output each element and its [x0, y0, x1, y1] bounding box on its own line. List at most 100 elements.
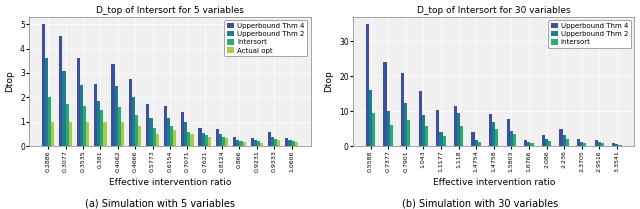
Bar — [260, 143, 263, 146]
Bar — [65, 103, 68, 146]
Legend: Upperbound Thm 4, Upperbound Thm 2, Intersort: Upperbound Thm 4, Upperbound Thm 2, Inte… — [548, 20, 631, 48]
Bar — [541, 135, 545, 146]
Bar — [531, 144, 534, 146]
Bar — [460, 126, 463, 146]
Bar — [250, 138, 253, 146]
Bar — [86, 122, 89, 146]
Bar — [271, 137, 274, 146]
Bar — [208, 137, 211, 146]
Bar — [138, 126, 141, 146]
Bar — [580, 142, 583, 146]
Bar — [156, 134, 159, 146]
Bar — [563, 135, 566, 146]
Legend: Upperbound Thm 4, Upperbound Thm 2, Intersort, Actual opt: Upperbound Thm 4, Upperbound Thm 2, Inte… — [225, 20, 307, 56]
Bar — [615, 144, 618, 146]
Bar — [369, 90, 372, 146]
Text: (b) Simulation with 30 variables: (b) Simulation with 30 variables — [402, 199, 558, 209]
Bar — [225, 139, 228, 146]
Bar — [51, 122, 54, 146]
Bar — [222, 136, 225, 146]
Bar — [274, 139, 277, 146]
Bar — [68, 122, 72, 146]
Bar — [292, 141, 294, 146]
Bar — [425, 126, 428, 146]
Bar — [216, 129, 219, 146]
Y-axis label: Dtop: Dtop — [6, 71, 15, 92]
Bar — [45, 58, 48, 146]
Bar — [595, 140, 598, 146]
Bar — [436, 110, 439, 146]
Bar — [239, 141, 243, 146]
Bar — [233, 137, 236, 146]
Bar — [121, 122, 124, 146]
Bar — [132, 97, 135, 146]
Bar — [390, 125, 393, 146]
X-axis label: Effective intervention ratio: Effective intervention ratio — [433, 178, 555, 187]
Bar — [489, 114, 492, 146]
Bar — [115, 86, 118, 146]
Bar — [205, 135, 208, 146]
Text: (a) Simulation with 5 variables: (a) Simulation with 5 variables — [85, 199, 235, 209]
Bar — [100, 110, 104, 146]
Bar — [509, 131, 513, 146]
Bar — [566, 139, 569, 146]
Bar — [422, 115, 425, 146]
Bar — [173, 130, 176, 146]
Bar — [457, 113, 460, 146]
Bar — [170, 126, 173, 146]
Bar — [80, 85, 83, 146]
Bar — [366, 24, 369, 146]
Bar — [190, 134, 193, 146]
Bar — [477, 142, 481, 146]
Bar — [219, 134, 222, 146]
Bar — [181, 112, 184, 146]
Bar — [527, 142, 531, 146]
Bar — [472, 132, 474, 146]
Bar — [618, 145, 621, 146]
Bar — [60, 36, 63, 146]
Bar — [48, 97, 51, 146]
Bar — [188, 132, 190, 146]
Bar — [104, 122, 107, 146]
Bar — [439, 132, 442, 146]
Bar — [243, 142, 246, 146]
Bar — [387, 111, 390, 146]
Bar — [268, 132, 271, 146]
Bar — [598, 142, 601, 146]
Bar — [253, 140, 257, 146]
Bar — [442, 136, 445, 146]
Bar — [198, 128, 202, 146]
Bar — [257, 141, 260, 146]
Bar — [149, 118, 152, 146]
Bar — [454, 106, 457, 146]
Bar — [492, 122, 495, 146]
Bar — [506, 119, 509, 146]
Bar — [94, 84, 97, 146]
Bar — [164, 106, 167, 146]
Bar — [83, 106, 86, 146]
Bar — [407, 120, 410, 146]
Bar — [147, 103, 149, 146]
Title: D_top of Intersort for 30 variables: D_top of Intersort for 30 variables — [417, 6, 570, 15]
Bar — [419, 91, 422, 146]
Bar — [612, 143, 615, 146]
Bar — [583, 144, 586, 146]
Bar — [559, 130, 563, 146]
Bar — [42, 24, 45, 146]
X-axis label: Effective intervention ratio: Effective intervention ratio — [109, 178, 231, 187]
Bar — [513, 134, 516, 146]
Bar — [524, 140, 527, 146]
Bar — [135, 115, 138, 146]
Bar — [277, 140, 280, 146]
Bar — [152, 128, 156, 146]
Bar — [236, 140, 239, 146]
Bar — [77, 58, 80, 146]
Bar — [167, 118, 170, 146]
Bar — [404, 103, 407, 146]
Bar — [372, 113, 375, 146]
Bar — [577, 139, 580, 146]
Bar — [545, 139, 548, 146]
Bar — [202, 133, 205, 146]
Bar — [285, 138, 289, 146]
Bar — [383, 62, 387, 146]
